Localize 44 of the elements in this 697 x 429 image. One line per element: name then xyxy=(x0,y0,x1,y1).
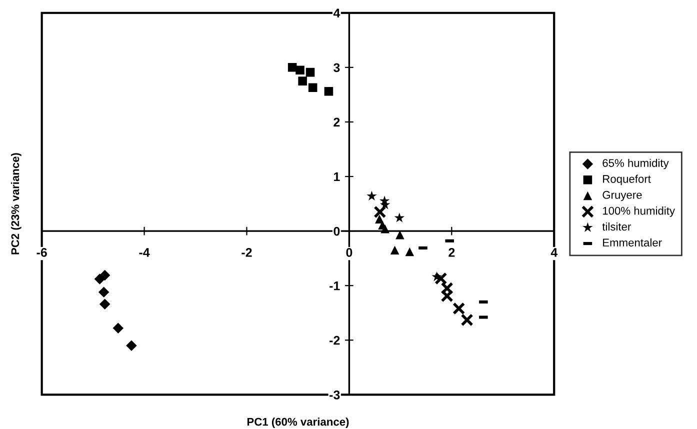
point xyxy=(374,206,386,218)
legend-label: Gruyere xyxy=(602,190,642,201)
point xyxy=(98,286,110,298)
legend-label: 65% humidity xyxy=(602,158,669,170)
point xyxy=(432,271,442,282)
legend-label: 100% humidity xyxy=(602,206,675,217)
y-tick-label: -3 xyxy=(330,390,340,400)
x-tick-label: 0 xyxy=(346,248,352,257)
point xyxy=(99,298,110,310)
x-axis-title: PC1 (60% variance) xyxy=(247,418,349,428)
y-tick-label: 4 xyxy=(333,8,340,18)
y-tick-label: 2 xyxy=(334,118,340,126)
x-tick-label: -2 xyxy=(242,248,252,257)
point xyxy=(452,302,466,315)
point xyxy=(440,290,454,302)
y-tick-label: 1 xyxy=(334,172,340,182)
y-tick-label: 0 xyxy=(334,226,340,236)
point xyxy=(434,272,448,285)
x-tick-label: 2 xyxy=(448,248,455,257)
x-tick-label: 4 xyxy=(550,248,558,257)
point xyxy=(390,246,400,255)
y-tick-label: -2 xyxy=(330,336,340,345)
y-tick-label: -1 xyxy=(330,282,340,290)
point xyxy=(394,212,405,222)
point xyxy=(440,282,454,295)
point xyxy=(405,247,414,256)
y-axis-title: PC2 (23% variance) xyxy=(10,153,22,254)
point xyxy=(308,83,318,92)
point xyxy=(366,190,377,200)
y-tick-label: 3 xyxy=(334,63,340,72)
point xyxy=(99,270,110,281)
point xyxy=(460,314,474,326)
point xyxy=(380,224,390,234)
point xyxy=(298,76,307,86)
point xyxy=(296,66,304,75)
point xyxy=(306,68,315,77)
x-tick-label: -4 xyxy=(139,248,150,257)
point xyxy=(112,322,124,334)
point xyxy=(126,340,137,351)
legend-label: Emmentaler xyxy=(603,238,662,247)
point xyxy=(324,87,334,96)
legend-label: Roquefort xyxy=(603,174,651,186)
x-tick-label: -6 xyxy=(36,248,47,257)
legend-label: tilsiter xyxy=(602,222,631,231)
